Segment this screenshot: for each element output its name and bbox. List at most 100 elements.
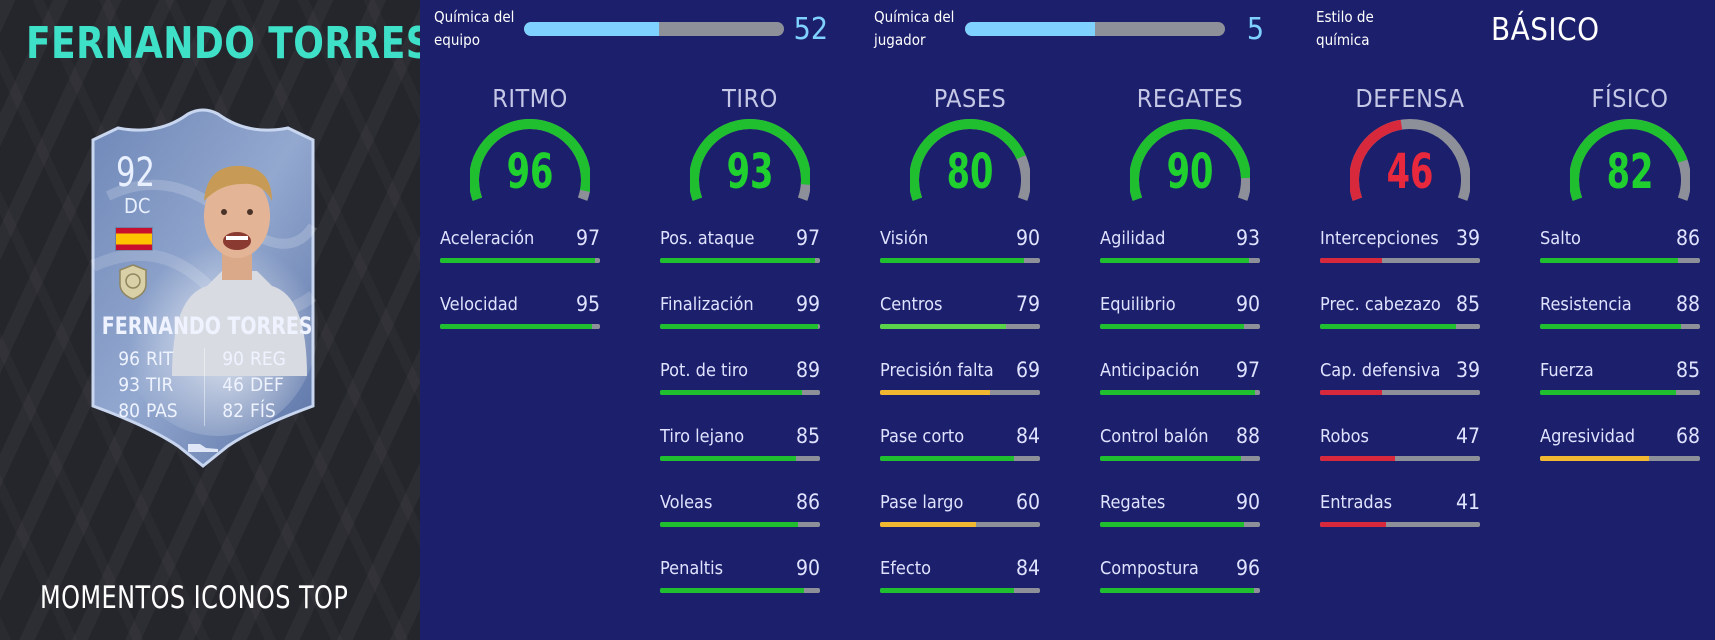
category-value: 93	[726, 144, 774, 200]
attribute-row: Visión 90	[880, 226, 1040, 268]
category-title: RITMO	[492, 84, 568, 113]
card-stat-pas: 80 PAS	[118, 400, 178, 422]
category-gauge-icon	[1570, 119, 1690, 201]
attribute-value: 97	[575, 226, 600, 250]
attribute-bar	[1320, 324, 1480, 329]
attribute-bar	[1100, 588, 1260, 593]
attribute-value: 96	[1235, 556, 1260, 580]
player-chemistry-bar	[965, 22, 1225, 36]
attribute-value: 88	[1235, 424, 1260, 448]
attribute-bar-fill	[1100, 588, 1254, 593]
attribute-bar	[660, 456, 820, 461]
attribute-bar-fill	[1100, 324, 1244, 329]
attribute-bar-fill	[1320, 456, 1396, 461]
attribute-bar	[660, 522, 820, 527]
attribute-name: Velocidad	[440, 294, 518, 315]
icon-badge-icon	[119, 264, 147, 300]
attribute-bar	[880, 258, 1040, 263]
attribute-bar	[880, 588, 1040, 593]
gauge-fill	[1350, 119, 1403, 201]
attribute-value: 90	[1235, 490, 1260, 514]
attribute-bar-fill	[660, 588, 804, 593]
attribute-bar	[1320, 258, 1480, 263]
attribute-name: Finalización	[660, 294, 754, 315]
category-value: 46	[1386, 144, 1434, 200]
team-chemistry-fill	[524, 22, 660, 36]
attribute-value: 86	[1675, 226, 1700, 250]
attribute-name: Compostura	[1100, 558, 1199, 579]
attribute-bar	[1540, 390, 1700, 395]
category-gauge-icon	[1130, 119, 1250, 201]
category-title: TIRO	[722, 84, 778, 113]
attribute-value: 85	[1675, 358, 1700, 382]
attribute-row: Equilibrio 90	[1100, 292, 1260, 334]
attribute-value: 90	[795, 556, 820, 580]
attribute-name: Resistencia	[1540, 294, 1632, 315]
category-regates: REGATES 90 Agilidad 93 Equilibrio 90 Anticipac…	[1100, 80, 1280, 640]
team-chemistry-label: Química del equipo	[434, 8, 515, 49]
gauge-fill	[470, 119, 590, 201]
attribute-bar-fill	[1100, 390, 1256, 395]
attribute-row: Penaltis 90	[660, 556, 820, 598]
attribute-name: Fuerza	[1540, 360, 1594, 381]
card-stat-reg: 90 REG	[222, 348, 286, 370]
attribute-row: Fuerza 85	[1540, 358, 1700, 400]
attribute-bar-fill	[660, 324, 819, 329]
player-card[interactable]: 92 DC FERNANDO TORRES 96 RIT 93 TIR 80 PAS …	[88, 106, 318, 472]
attribute-value: 97	[795, 226, 820, 250]
attribute-bar	[660, 258, 820, 263]
attribute-bar-fill	[660, 522, 798, 527]
attribute-value: 69	[1015, 358, 1040, 382]
attribute-bar	[440, 258, 600, 263]
attribute-value: 84	[1015, 424, 1040, 448]
attribute-bar	[1100, 390, 1260, 395]
category-defensa: DEFENSA 46 Intercepciones 39 Prec. cabezazo 8…	[1320, 80, 1500, 640]
attribute-bar-fill	[1320, 390, 1383, 395]
attribute-row: Prec. cabezazo 85	[1320, 292, 1480, 334]
attribute-value: 88	[1675, 292, 1700, 316]
attribute-bar-fill	[880, 258, 1024, 263]
attribute-bar	[1100, 456, 1260, 461]
category-value: 82	[1606, 144, 1654, 200]
attribute-value: 79	[1015, 292, 1040, 316]
attribute-name: Pot. de tiro	[660, 360, 749, 381]
attribute-row: Centros 79	[880, 292, 1040, 334]
player-photo-icon	[172, 165, 307, 376]
team-chemistry-bar	[524, 22, 784, 36]
attribute-name: Penaltis	[660, 558, 724, 579]
attribute-row: Control balón 88	[1100, 424, 1260, 466]
attribute-row: Efecto 84	[880, 556, 1040, 598]
attribute-row: Salto 86	[1540, 226, 1700, 268]
attribute-name: Tiro lejano	[660, 426, 745, 447]
category-gauge-icon	[470, 119, 590, 201]
attribute-name: Aceleración	[440, 228, 535, 249]
attribute-bar	[1540, 258, 1700, 263]
attribute-row: Cap. defensiva 39	[1320, 358, 1480, 400]
category-gauge-icon	[910, 119, 1030, 201]
attribute-name: Prec. cabezazo	[1320, 294, 1441, 315]
attribute-row: Precisión falta 69	[880, 358, 1040, 400]
attribute-row: Intercepciones 39	[1320, 226, 1480, 268]
attribute-bar	[1320, 456, 1480, 461]
attribute-value: 60	[1015, 490, 1040, 514]
category-pases: PASES 80 Visión 90 Centros 79 Precisión falta 6…	[880, 80, 1060, 640]
attribute-bar	[880, 456, 1040, 461]
category-gauge-icon	[1350, 119, 1470, 201]
attribute-bar	[1100, 324, 1260, 329]
attribute-bar	[440, 324, 600, 329]
category-tiro: TIRO 93 Pos. ataque 97 Finalización 99 Pot. de…	[660, 80, 840, 640]
attribute-bar	[1100, 522, 1260, 527]
card-stat-tir: 93 TIR	[118, 374, 174, 396]
attribute-name: Robos	[1320, 426, 1369, 447]
card-stats: 96 RIT 93 TIR 80 PAS 90 REG 46 DEF 82 FÍS	[110, 348, 300, 428]
attribute-bar	[880, 522, 1040, 527]
attribute-row: Aceleración 97	[440, 226, 600, 268]
gauge-fill	[1130, 119, 1250, 201]
attribute-value: 90	[1015, 226, 1040, 250]
attribute-row: Velocidad 95	[440, 292, 600, 334]
attribute-bar	[880, 324, 1040, 329]
attribute-value: 68	[1675, 424, 1700, 448]
chemistry-style-value[interactable]: BÁSICO	[1491, 12, 1600, 48]
category-gauge-icon	[690, 119, 810, 201]
player-chemistry-value: 5	[1246, 12, 1264, 47]
